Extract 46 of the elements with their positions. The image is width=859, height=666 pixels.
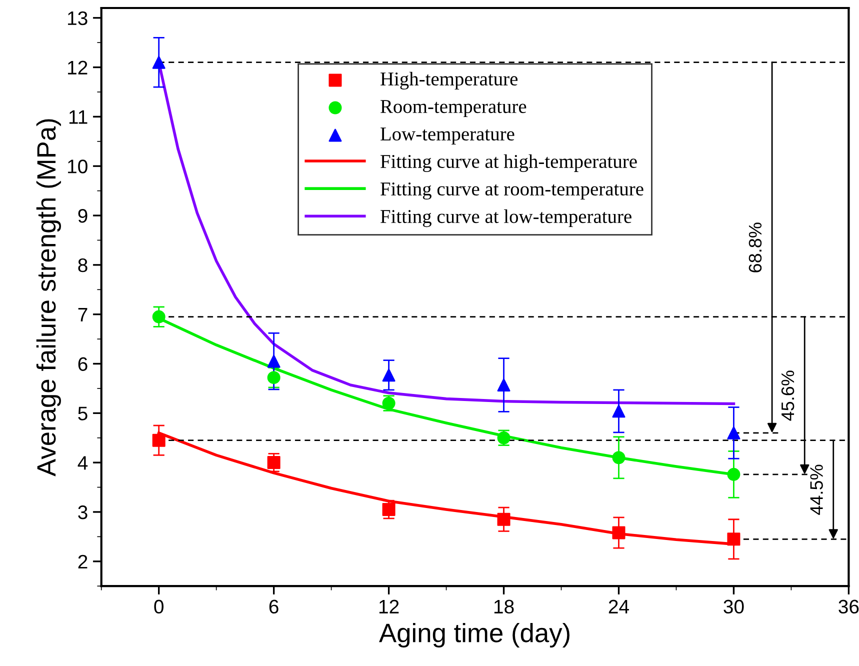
point <box>382 502 396 516</box>
y-tick-label: 8 <box>78 258 88 272</box>
legend-label: Fitting curve at room-temperature <box>380 182 644 200</box>
point <box>152 310 166 324</box>
x-tick-label: 12 <box>379 600 399 614</box>
point <box>267 371 280 384</box>
legend-label: Fitting curve at low-temperature <box>380 209 632 228</box>
legend-label: Low-temperature <box>380 128 514 144</box>
y-tick-label: 4 <box>78 456 88 470</box>
y-tick-label: 6 <box>78 357 88 371</box>
x-tick-label: 6 <box>269 600 278 614</box>
x-tick-label: 36 <box>838 600 859 614</box>
point <box>267 456 280 470</box>
y-tick-label: 13 <box>68 11 88 26</box>
x-tick-label: 24 <box>608 600 629 614</box>
point <box>152 56 166 69</box>
annotation: 68.8% <box>748 222 762 272</box>
x-tick-label: 0 <box>154 600 164 614</box>
point <box>727 426 740 440</box>
point <box>382 368 396 382</box>
legend-label: Fitting curve at high-temperature <box>380 154 637 172</box>
y-tick-label: 2 <box>78 554 88 568</box>
x-tick-label: 30 <box>724 600 744 614</box>
point <box>612 451 626 464</box>
y-tick-label: 9 <box>78 208 88 223</box>
annotation: 44.5% <box>810 464 823 515</box>
point <box>727 468 740 481</box>
y-tick-label: 10 <box>68 160 88 174</box>
y-tick-label: 11 <box>69 110 88 124</box>
legend-label: High-temperature <box>380 72 518 90</box>
y-tick-label: 12 <box>68 60 88 74</box>
y-tick-label: 3 <box>78 505 88 520</box>
point <box>152 434 166 447</box>
x-axis-title: Aging time (day) <box>379 622 570 648</box>
point <box>727 532 740 546</box>
point <box>612 526 626 540</box>
point <box>497 378 510 392</box>
legend-label: Room-temperature <box>380 100 526 118</box>
y-tick-label: 7 <box>78 308 88 322</box>
point <box>497 512 510 526</box>
point <box>267 354 280 368</box>
y-tick-label: 5 <box>78 406 88 420</box>
annotation: 45.6% <box>781 370 794 421</box>
x-tick-label: 18 <box>494 600 514 614</box>
y-axis-title: Average failure strength (MPa) <box>36 119 61 476</box>
point <box>612 404 626 418</box>
